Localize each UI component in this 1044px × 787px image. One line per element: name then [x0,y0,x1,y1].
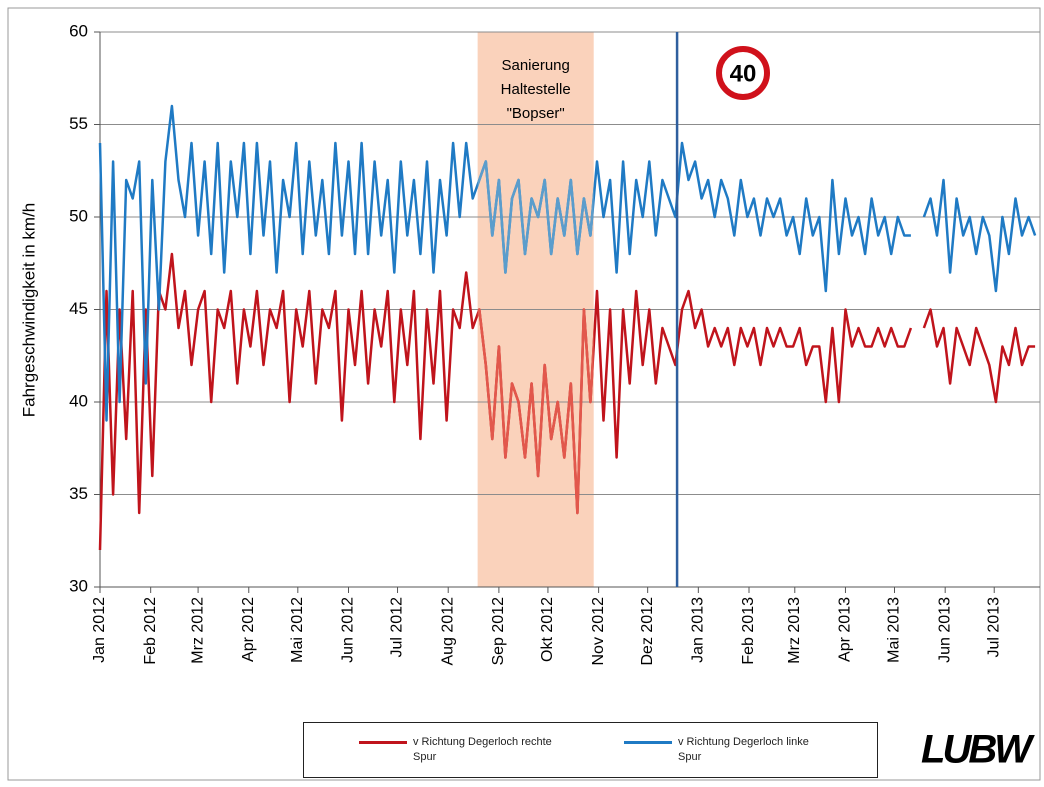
y-tick-label: 45 [69,299,88,318]
x-tick-label: Feb 2013 [740,597,757,665]
x-tick-label: Jan 2012 [91,597,108,663]
highlight-label: "Bopser" [507,105,565,122]
y-tick-label: 50 [69,206,88,225]
x-tick-label: Mrz 2012 [189,597,206,664]
x-tick-label: Jul 2012 [389,597,406,658]
speed-sign-label: 40 [730,60,757,87]
x-tick-label: Feb 2012 [142,597,159,665]
x-tick-label: Mai 2012 [289,597,306,663]
legend-entry: v Richtung Degerloch rechte Spur [359,735,563,765]
y-tick-label: 40 [69,391,88,410]
highlight-label: Sanierung [501,57,569,74]
x-tick-label: Jul 2013 [985,597,1002,658]
x-tick-label: Aug 2012 [439,597,456,666]
x-tick-label: Jun 2012 [340,597,357,663]
legend-swatch [624,741,672,744]
x-tick-label: Apr 2012 [240,597,257,662]
x-tick-label: Mrz 2013 [786,597,803,664]
x-tick-label: Jan 2013 [690,597,707,663]
y-tick-label: 55 [69,114,88,133]
y-axis-label: Fahrgeschwindigkeit in km/h [19,203,38,417]
x-tick-label: Mai 2013 [886,597,903,663]
x-tick-label: Jun 2013 [936,597,953,663]
highlight-overlay [477,160,594,274]
legend: v Richtung Degerloch rechte Spur v Richtu… [303,722,878,778]
highlight-label: Haltestelle [501,81,571,98]
logo: LUBW [921,728,1035,772]
speed-sign [716,46,770,100]
x-tick-label: Dez 2012 [639,597,656,666]
x-tick-label: Sep 2012 [490,597,507,666]
legend-label: v Richtung Degerloch linke Spur [678,736,809,763]
y-tick-label: 35 [69,484,88,503]
chart-border [7,7,1041,781]
legend-label: v Richtung Degerloch rechte Spur [413,736,552,763]
x-tick-label: Okt 2012 [539,597,556,662]
highlight-overlay [477,308,594,515]
y-tick-label: 60 [69,21,88,40]
legend-swatch [359,741,407,744]
y-tick-label: 30 [69,576,88,595]
x-tick-label: Apr 2013 [837,597,854,662]
x-tick-label: Nov 2012 [590,597,607,666]
legend-entry: v Richtung Degerloch linke Spur [624,735,828,765]
